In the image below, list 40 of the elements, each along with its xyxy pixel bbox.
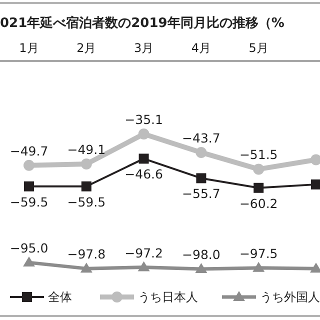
data-label: −46.6: [124, 166, 163, 182]
x-tick-label: 3月: [134, 41, 154, 55]
x-tick-label: 5月: [248, 41, 268, 55]
point: [80, 262, 92, 273]
data-label: −59.5: [10, 194, 48, 210]
data-label: −55.7: [182, 186, 220, 202]
data-label: −49.7: [10, 143, 48, 158]
point: [195, 263, 208, 273]
point: [253, 164, 264, 175]
data-label: −35.1: [124, 112, 163, 127]
point: [311, 179, 320, 190]
data-label: −43.7: [182, 130, 220, 146]
data-label: −60.2: [239, 196, 278, 211]
data-label: −97.5: [239, 246, 278, 261]
data-label: −98.0: [182, 247, 220, 262]
data-label: −51.5: [239, 147, 278, 162]
x-tick-label: 4月: [191, 41, 212, 55]
legend-label: 全体: [48, 290, 72, 304]
point: [138, 128, 150, 140]
point: [80, 158, 92, 170]
legend-label: うち日本人: [138, 290, 198, 304]
point: [81, 181, 92, 192]
data-label: −49.1: [67, 142, 106, 158]
x-tick-label: 2月: [76, 41, 96, 55]
data-label: −97.8: [67, 246, 106, 262]
point: [138, 261, 150, 272]
point: [24, 160, 34, 171]
chart-title: 021年延べ宿泊者数の2019年同月比の推移（%: [0, 15, 284, 31]
point: [252, 262, 265, 272]
point: [196, 173, 206, 184]
legend-label: うち外国人: [260, 290, 320, 304]
point: [23, 256, 35, 267]
data-label: −97.2: [124, 245, 163, 260]
data-label: −95.0: [10, 240, 48, 256]
x-tick-label: 1月: [19, 41, 39, 55]
point: [138, 154, 149, 164]
data-label: −59.5: [67, 194, 106, 210]
point: [196, 146, 207, 158]
point: [254, 182, 264, 193]
point: [24, 181, 34, 192]
